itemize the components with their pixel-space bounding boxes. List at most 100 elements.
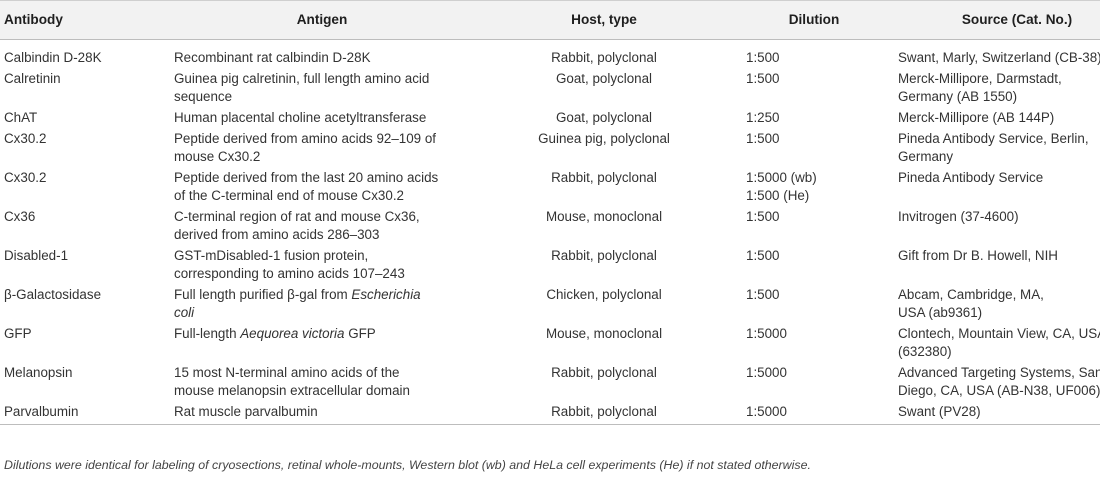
cell-dilution-line: 1:5000 (wb) — [746, 170, 817, 185]
cell-antibody: Melanopsin — [0, 363, 170, 402]
antigen-text-segment: Escherichia — [351, 287, 421, 302]
cell-source: Swant (PV28) — [894, 402, 1100, 425]
cell-antigen-line: mouse Cx30.2 — [174, 148, 470, 166]
cell-host-type-line: Goat, polyclonal — [555, 110, 653, 125]
cell-source: Merck-Millipore (AB 144P) — [894, 108, 1100, 129]
cell-antibody-line: Melanopsin — [4, 365, 73, 380]
cell-dilution-line: 1:500 (He) — [746, 188, 810, 203]
cell-antigen-line: Full-length Aequorea victoria GFP — [174, 325, 470, 343]
cell-antigen-line: GST-mDisabled-1 fusion protein, — [174, 247, 470, 265]
cell-dilution-line: 1:5000 — [746, 365, 787, 380]
cell-host-type-line: Rabbit, polyclonal — [551, 365, 657, 380]
cell-source-line: Invitrogen (37-4600) — [898, 209, 1019, 224]
cell-dilution: 1:500 — [734, 69, 894, 108]
cell-host-type: Chicken, polyclonal — [474, 285, 734, 324]
cell-antigen: Peptide derived from the last 20 amino a… — [170, 168, 474, 207]
antigen-text-segment: Guinea pig calretinin, full length amino… — [174, 71, 430, 86]
cell-host-type: Guinea pig, polyclonal — [474, 129, 734, 168]
cell-host-type: Rabbit, polyclonal — [474, 168, 734, 207]
cell-source-line: Clontech, Mountain View, CA, USA — [898, 326, 1100, 341]
antigen-text-segment: Full length purified β-gal from — [174, 287, 352, 302]
cell-antibody-line: ChAT — [4, 110, 38, 125]
cell-host-type-line: Rabbit, polyclonal — [551, 248, 657, 263]
cell-antigen: Peptide derived from amino acids 92–109 … — [170, 129, 474, 168]
cell-dilution: 1:5000 — [734, 363, 894, 402]
cell-source: Abcam, Cambridge, MA, USA (ab9361) — [894, 285, 1100, 324]
cell-antibody-line: β-Galactosidase — [4, 287, 102, 302]
table-row: ChAT Human placental choline acetyltransf… — [0, 108, 1100, 129]
antigen-text-segment: Peptide derived from the last 20 amino a… — [174, 170, 439, 185]
cell-antigen-line: 15 most N-terminal amino acids of the — [174, 364, 470, 382]
antigen-text-segment: Human placental choline acetyltransferas… — [174, 110, 427, 125]
table-row: GFP Full-length Aequorea victoria GFP Mous… — [0, 324, 1100, 363]
cell-dilution-line: 1:500 — [746, 287, 780, 302]
cell-source: Merck-Millipore, Darmstadt, Germany (AB 1… — [894, 69, 1100, 108]
cell-dilution: 1:250 — [734, 108, 894, 129]
cell-host-type: Rabbit, polyclonal — [474, 363, 734, 402]
table-row: Calbindin D-28K Recombinant rat calbindin… — [0, 40, 1100, 70]
cell-source-line: Merck-Millipore, Darmstadt, — [898, 71, 1062, 86]
cell-dilution: 1:5000 — [734, 402, 894, 425]
cell-antibody-line: Calretinin — [4, 71, 61, 86]
cell-source-line: Swant (PV28) — [898, 404, 981, 419]
cell-host-type-line: Guinea pig, polyclonal — [538, 131, 670, 146]
cell-source: Pineda Antibody Service — [894, 168, 1100, 207]
cell-antigen-line: derived from amino acids 286–303 — [174, 226, 470, 244]
cell-antigen-line: coli — [174, 304, 470, 322]
cell-antibody: GFP — [0, 324, 170, 363]
cell-source: Gift from Dr B. Howell, NIH — [894, 246, 1100, 285]
cell-antigen-line: mouse melanopsin extracellular domain — [174, 382, 470, 400]
cell-dilution-line: 1:500 — [746, 71, 780, 86]
cell-host-type: Rabbit, polyclonal — [474, 402, 734, 425]
cell-dilution: 1:500 — [734, 246, 894, 285]
cell-dilution: 1:500 — [734, 40, 894, 70]
cell-antibody: Cx30.2 — [0, 168, 170, 207]
cell-source-line: (632380) — [898, 344, 952, 359]
cell-antigen: C-terminal region of rat and mouse Cx36,… — [170, 207, 474, 246]
cell-source-line: Diego, CA, USA (AB-N38, UF006) — [898, 383, 1100, 398]
antigen-text-segment: Full-length — [174, 326, 241, 341]
cell-antibody: Cx30.2 — [0, 129, 170, 168]
table-row: Parvalbumin Rat muscle parvalbumin Rabbit,… — [0, 402, 1100, 425]
cell-antibody-line: GFP — [4, 326, 32, 341]
cell-antigen: 15 most N-terminal amino acids of the mou… — [170, 363, 474, 402]
cell-dilution-line: 1:500 — [746, 209, 780, 224]
cell-dilution-line: 1:5000 — [746, 326, 787, 341]
table-row: β-Galactosidase Full length purified β-ga… — [0, 285, 1100, 324]
antigen-text-segment: GST-mDisabled-1 fusion protein, — [174, 248, 369, 263]
cell-dilution-line: 1:500 — [746, 248, 780, 263]
cell-source-line: Advanced Targeting Systems, San — [898, 365, 1100, 380]
antigen-text-segment: mouse melanopsin extracellular domain — [174, 383, 410, 398]
cell-antigen-line: Rat muscle parvalbumin — [174, 403, 470, 421]
cell-source: Clontech, Mountain View, CA, USA (632380) — [894, 324, 1100, 363]
cell-antibody: Calretinin — [0, 69, 170, 108]
cell-antibody-line: Cx30.2 — [4, 170, 47, 185]
cell-antibody-line: Parvalbumin — [4, 404, 79, 419]
cell-source: Advanced Targeting Systems, San Diego, CA… — [894, 363, 1100, 402]
cell-antigen-line: of the C-terminal end of mouse Cx30.2 — [174, 187, 470, 205]
antigen-text-segment: coli — [174, 305, 195, 320]
cell-antigen-line: Recombinant rat calbindin D-28K — [174, 49, 470, 67]
table-header-row: Antibody Antigen Host, type Dilution Sou… — [0, 0, 1100, 40]
cell-host-type-line: Mouse, monoclonal — [545, 209, 663, 224]
antigen-text-segment: Peptide derived from amino acids 92–109 … — [174, 131, 437, 146]
table-row: Cx36 C-terminal region of rat and mouse C… — [0, 207, 1100, 246]
cell-dilution: 1:500 — [734, 285, 894, 324]
cell-host-type: Goat, polyclonal — [474, 69, 734, 108]
cell-source-line: Gift from Dr B. Howell, NIH — [898, 248, 1058, 263]
cell-host-type-line: Goat, polyclonal — [555, 71, 653, 86]
cell-host-type-line: Rabbit, polyclonal — [551, 50, 657, 65]
cell-dilution: 1:500 — [734, 129, 894, 168]
cell-antigen-line: Peptide derived from amino acids 92–109 … — [174, 130, 470, 148]
antigen-text-segment: GFP — [344, 326, 376, 341]
antigen-text-segment: mouse Cx30.2 — [174, 149, 261, 164]
cell-dilution-line: 1:250 — [746, 110, 780, 125]
cell-antigen-line: Full length purified β-gal from Escheric… — [174, 286, 470, 304]
cell-antigen: Guinea pig calretinin, full length amino… — [170, 69, 474, 108]
cell-host-type: Rabbit, polyclonal — [474, 246, 734, 285]
table-row: Melanopsin 15 most N-terminal amino acids… — [0, 363, 1100, 402]
antigen-text-segment: of the C-terminal end of mouse Cx30.2 — [174, 188, 404, 203]
cell-dilution-line: 1:5000 — [746, 404, 787, 419]
antigen-text-segment: corresponding to amino acids 107–243 — [174, 266, 405, 281]
cell-source-line: Abcam, Cambridge, MA, — [898, 287, 1044, 302]
